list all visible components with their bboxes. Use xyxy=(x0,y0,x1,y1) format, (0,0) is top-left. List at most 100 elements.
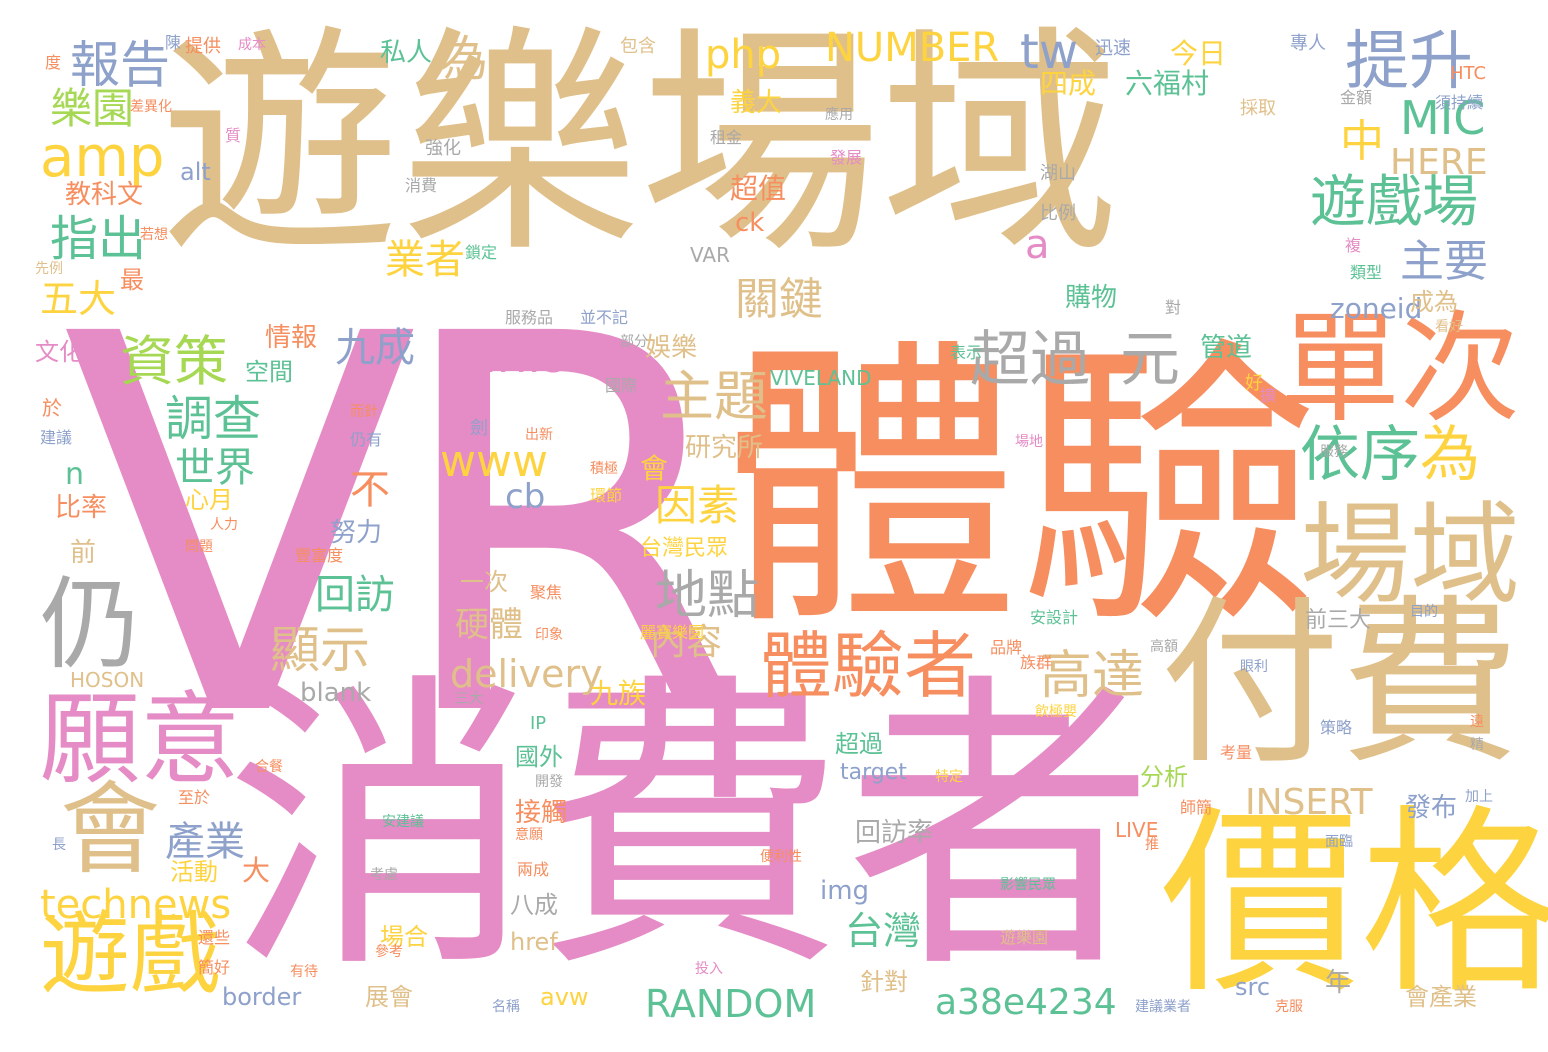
word-danci: 單次 xyxy=(1280,300,1520,439)
word-suoding: 鎖定 xyxy=(465,243,498,262)
word-huanjie: 環節 xyxy=(590,486,623,505)
word-du: 度 xyxy=(45,53,62,72)
word-fazhan: 發展 xyxy=(830,148,863,167)
word-erzhen: 而針 xyxy=(350,404,378,420)
word-yanli: 眼利 xyxy=(1240,659,1268,675)
word-gouwu: 購物 xyxy=(1065,283,1118,313)
word-hui-2: 會 xyxy=(640,452,669,485)
word-nuli: 努力 xyxy=(330,518,383,548)
word-kuo: 擴 xyxy=(1260,386,1277,405)
word-youle-changyu: 遊樂場域 xyxy=(160,5,1121,285)
word-chanye: 產業 xyxy=(165,819,245,865)
word-yuanyi: 願意 xyxy=(40,681,240,798)
word-qianghua: 強化 xyxy=(425,138,461,159)
word-zuqun: 族群 xyxy=(1020,653,1053,672)
word-hao: 好 xyxy=(1245,373,1263,394)
word-yuan-far: 遠 xyxy=(1470,714,1484,730)
word-biaoshi: 表示 xyxy=(950,343,983,362)
word-viveland: VIVELAND xyxy=(770,366,872,390)
word-yezhe: 業者 xyxy=(385,237,465,283)
word-src: src xyxy=(1235,973,1271,1001)
word-changhe: 場合 xyxy=(380,923,428,951)
word-caiqu: 採取 xyxy=(1240,98,1276,119)
word-chaozhi: 超值 xyxy=(730,172,787,205)
word-taiwan: 台灣 xyxy=(845,909,922,953)
word-bufen: 部分 xyxy=(620,334,648,350)
word-youxi: 遊戲 xyxy=(40,902,220,1007)
word-mingcheng: 名稱 xyxy=(492,999,520,1015)
word-php-1: php xyxy=(705,32,782,78)
word-gaoe: 高額 xyxy=(1150,639,1178,655)
word-xunsu: 迅速 xyxy=(1095,38,1131,59)
word-live: LIVE xyxy=(1115,818,1159,842)
word-yici: 一次 xyxy=(460,568,508,596)
word-neirong: 內容 xyxy=(650,622,723,663)
word-kongjian: 空間 xyxy=(245,358,293,386)
word-a38e4234: a38e4234 xyxy=(935,982,1117,1023)
word-jiucheng: 九成 xyxy=(335,325,415,371)
word-alt: alt xyxy=(180,158,211,186)
word-mic: MIC xyxy=(1400,91,1486,145)
word-tw: tw xyxy=(1020,24,1079,80)
word-zhichu: 指出 xyxy=(50,211,147,267)
word-mianlin: 面臨 xyxy=(1325,834,1353,850)
word-yinjiying: 飲極嬰 xyxy=(1035,704,1077,720)
word-cb: cb xyxy=(505,477,546,517)
word-zhuyao: 主要 xyxy=(1400,236,1488,287)
word-random: RANDOM xyxy=(645,982,817,1026)
word-changdi: 場地 xyxy=(1015,434,1043,450)
word-huifanglv: 回訪率 xyxy=(855,818,934,848)
word-anjianyi: 安建議 xyxy=(382,814,424,830)
word-zhuanren: 專人 xyxy=(1290,33,1326,54)
word-mudi: 目的 xyxy=(1410,604,1438,620)
word-siren: 私人 xyxy=(380,38,433,68)
word-vr: VR xyxy=(62,225,749,831)
word-jiji: 積極 xyxy=(590,461,618,477)
word-rengyou: 仍有 xyxy=(350,430,383,449)
word-zhiyu: 至於 xyxy=(178,788,211,807)
word-qian: 前 xyxy=(70,538,97,568)
word-guoji: 國際 xyxy=(605,376,638,395)
word-changyu: 場域 xyxy=(1300,491,1520,619)
word-hecan: 合餐 xyxy=(255,759,283,775)
word-cankao: 參考 xyxy=(375,944,403,960)
word-huifang: 回訪 xyxy=(315,572,395,618)
word-yida: 義大 xyxy=(730,88,783,118)
word-tigong: 提供 xyxy=(185,36,221,57)
word-teding: 特定 xyxy=(935,769,963,785)
word-jinri: 今日 xyxy=(1170,37,1227,70)
word-yingti: 硬體 xyxy=(455,605,523,645)
word-wei-2: 為 xyxy=(440,31,489,87)
word-zhi: 質 xyxy=(225,126,242,145)
word-ruoxiang: 若想 xyxy=(140,227,168,243)
word-tui: 推 xyxy=(1145,837,1159,853)
word-ip: IP xyxy=(530,713,547,734)
word-qiansanda: 前三大 xyxy=(1305,608,1372,633)
word-kefu: 克服 xyxy=(1275,999,1303,1015)
word-celue: 策略 xyxy=(1320,718,1353,737)
word-www5: www5 xyxy=(450,337,568,381)
word-target: target xyxy=(840,760,907,785)
word-pinpai: 品牌 xyxy=(990,638,1023,657)
word-zui: 最 xyxy=(120,266,144,294)
word-tiyan: 體驗 xyxy=(720,315,1320,664)
word-da: 大 xyxy=(242,854,271,887)
word-jing: 精 xyxy=(1470,737,1484,753)
word-number: NUMBER xyxy=(825,25,1000,71)
word-youleyuan: 遊樂園 xyxy=(1000,928,1049,947)
word-hoson: HOSON xyxy=(70,668,145,692)
word-xianli: 先例 xyxy=(35,261,63,277)
word-yanjiusuo: 研究所 xyxy=(685,433,764,463)
word-qingbao: 情報 xyxy=(265,323,318,353)
word-yixu: 依序 xyxy=(1300,420,1420,490)
word-chaoguo-1: 超過 xyxy=(970,325,1090,395)
word-bingbuji: 並不記 xyxy=(580,308,629,327)
word-yu: 於 xyxy=(42,396,62,420)
word-chengwei: 成為 xyxy=(1410,288,1458,316)
word-avw: avw xyxy=(540,983,589,1011)
word-zhanhui: 展會 xyxy=(365,983,413,1011)
word-taiwan-minzhong: 台灣民眾 xyxy=(640,536,729,561)
word-chengben: 成本 xyxy=(238,37,266,53)
word-liufucun: 六福村 xyxy=(1125,67,1210,100)
word-guanjian: 關鍵 xyxy=(735,274,823,325)
